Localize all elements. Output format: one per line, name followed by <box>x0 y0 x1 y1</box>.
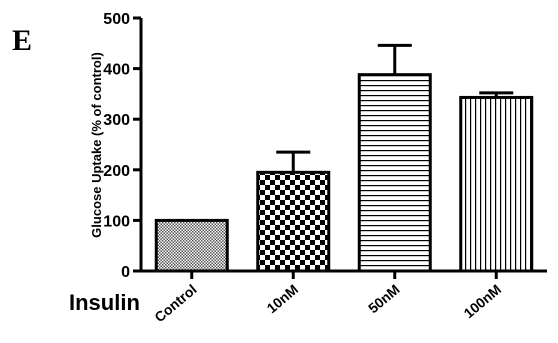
y-axis: 0 100 200 300 400 500 <box>103 11 143 281</box>
x-tick-label-50nm: 50nM <box>365 281 403 316</box>
y-axis-label: Glucose Uptake (% of control) <box>89 52 104 238</box>
x-axis: Control 10nM 50nM 100nM <box>141 269 547 325</box>
y-tick-label: 100 <box>103 213 130 230</box>
panel-letter: E <box>12 24 32 57</box>
y-tick-label: 400 <box>103 62 130 79</box>
x-tick-label-100nm: 100nM <box>461 281 505 321</box>
bar-50nm <box>357 73 432 273</box>
bar-control <box>154 218 229 273</box>
bar-10nm <box>256 170 331 273</box>
y-tick-label: 0 <box>121 264 130 281</box>
bars <box>154 43 534 273</box>
bar-100nm <box>459 95 534 273</box>
y-tick-label: 300 <box>103 112 130 129</box>
y-tick-label: 200 <box>103 163 130 180</box>
x-tick-label-control: Control <box>151 281 199 325</box>
y-tick-label: 500 <box>103 11 130 28</box>
x-tick-label-10nm: 10nM <box>263 281 301 316</box>
x-axis-group-label: Insulin <box>69 290 140 315</box>
